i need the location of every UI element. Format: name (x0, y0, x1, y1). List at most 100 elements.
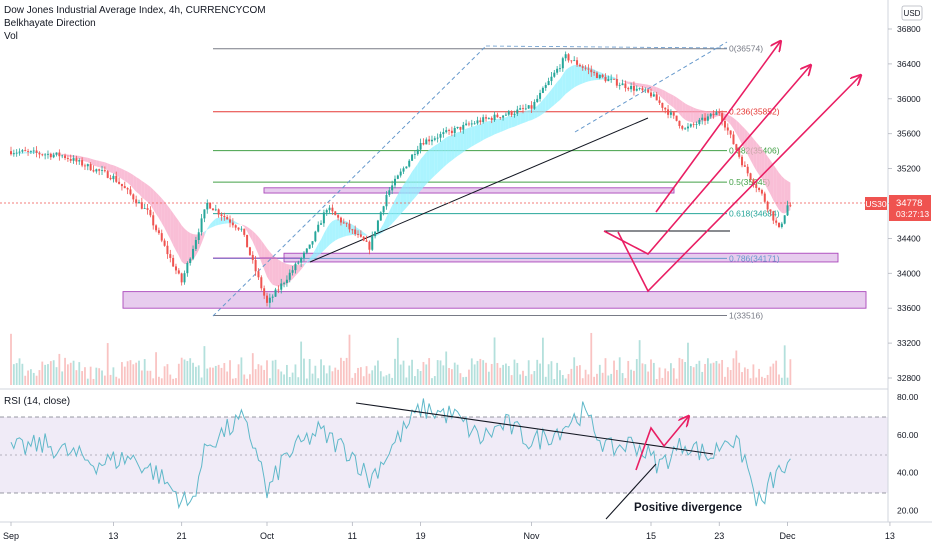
candle-body (561, 58, 564, 69)
candle-body (237, 227, 240, 230)
volume-bar (613, 360, 615, 385)
cloud-segment (258, 236, 262, 263)
candle-body (58, 152, 61, 157)
candle-body (595, 72, 598, 79)
indicator-belkhayate-label[interactable]: Belkhayate Direction (4, 18, 96, 29)
volume-bar (758, 368, 760, 385)
cloud-segment (577, 64, 580, 86)
volume-bar (496, 363, 499, 385)
volume-bar (587, 374, 590, 385)
candle-body (499, 117, 502, 118)
cloud-segment (736, 120, 740, 139)
volume-bar (280, 371, 283, 385)
candle-body (189, 258, 192, 264)
cloud-segment (673, 95, 677, 111)
candle-body (149, 209, 152, 216)
volume-bar (362, 376, 365, 385)
cloud-segment (104, 162, 108, 171)
volume-bar (374, 365, 376, 385)
volume-bar (61, 371, 64, 385)
cloud-segment (306, 258, 310, 263)
volume-bar (371, 370, 374, 385)
candle-body (550, 76, 553, 82)
volume-bar (732, 358, 735, 385)
cloud-segment (437, 141, 441, 173)
volume-bar (414, 376, 416, 385)
candles (10, 51, 792, 308)
cloud-segment (156, 192, 159, 219)
volume-bar (584, 369, 587, 385)
candle-body (467, 123, 470, 125)
volume-bar (547, 364, 550, 385)
cloud-segment (102, 161, 105, 169)
cloud-segment (676, 97, 680, 115)
candle-body (428, 139, 431, 142)
candle-body (388, 190, 391, 195)
volume-bar (203, 346, 206, 385)
projection-arrow (655, 42, 780, 213)
volume-bar (18, 358, 21, 385)
indicator-vol-label[interactable]: Vol (4, 31, 18, 42)
candle-body (655, 94, 658, 101)
cloud-segment (22, 152, 26, 154)
volume-bar (519, 374, 522, 385)
cloud-segment (184, 228, 188, 265)
volume-bar (499, 367, 502, 385)
cloud-segment (389, 205, 393, 227)
volume-bar (544, 376, 547, 385)
candle-body (615, 79, 618, 86)
price-axis-tick-label: 33600 (897, 303, 921, 313)
volume-bar (30, 369, 32, 385)
volume-bar (624, 378, 627, 385)
candle-body (530, 105, 533, 109)
candle-body (61, 155, 64, 157)
cloud-segment (426, 149, 430, 185)
candle-body (368, 241, 371, 250)
rsi-label[interactable]: RSI (14, close) (4, 396, 70, 407)
volume-bar (277, 369, 280, 385)
time-axis-tick-label: 19 (416, 531, 426, 541)
volume-bar (234, 378, 237, 385)
volume-bar (536, 359, 539, 385)
candle-body (21, 150, 24, 152)
volume-bar (288, 376, 291, 385)
candle-body (192, 248, 195, 259)
volume-bar (621, 373, 624, 385)
candle-body (632, 86, 635, 91)
volume-bar (726, 367, 729, 385)
volume-bar (163, 366, 166, 385)
candle-body (206, 202, 209, 210)
volume-bar (166, 364, 169, 385)
cloud-segment (173, 213, 176, 251)
volume-bar (286, 364, 288, 385)
volume-bar (783, 345, 786, 385)
volume-bar (254, 369, 257, 385)
cloud-segment (19, 152, 23, 154)
candle-body (473, 123, 476, 125)
currency-box[interactable] (901, 5, 923, 21)
candle-body (194, 240, 197, 249)
volume-bar (408, 365, 411, 385)
candle-body (681, 126, 684, 129)
candle-body (103, 170, 106, 172)
candle-body (715, 112, 718, 116)
cloud-segment (770, 160, 774, 201)
cloud-segment (25, 152, 29, 154)
volume-bar (615, 369, 618, 385)
price-axis-tick-label: 36800 (897, 24, 921, 34)
volume-bar (775, 360, 778, 385)
volume-bar (81, 371, 84, 385)
candle-body (155, 225, 158, 231)
volume-bar (721, 359, 724, 385)
candle-body (536, 98, 539, 102)
volume-bar (539, 363, 541, 385)
volume-bar (246, 378, 248, 385)
candle-body (456, 126, 459, 129)
cloud-segment (312, 249, 316, 260)
candle-body (652, 94, 655, 97)
volume-bar (576, 365, 578, 385)
candle-body (69, 158, 72, 161)
candle-body (684, 128, 687, 130)
candle-body (709, 113, 712, 117)
volume-bar (502, 364, 504, 385)
